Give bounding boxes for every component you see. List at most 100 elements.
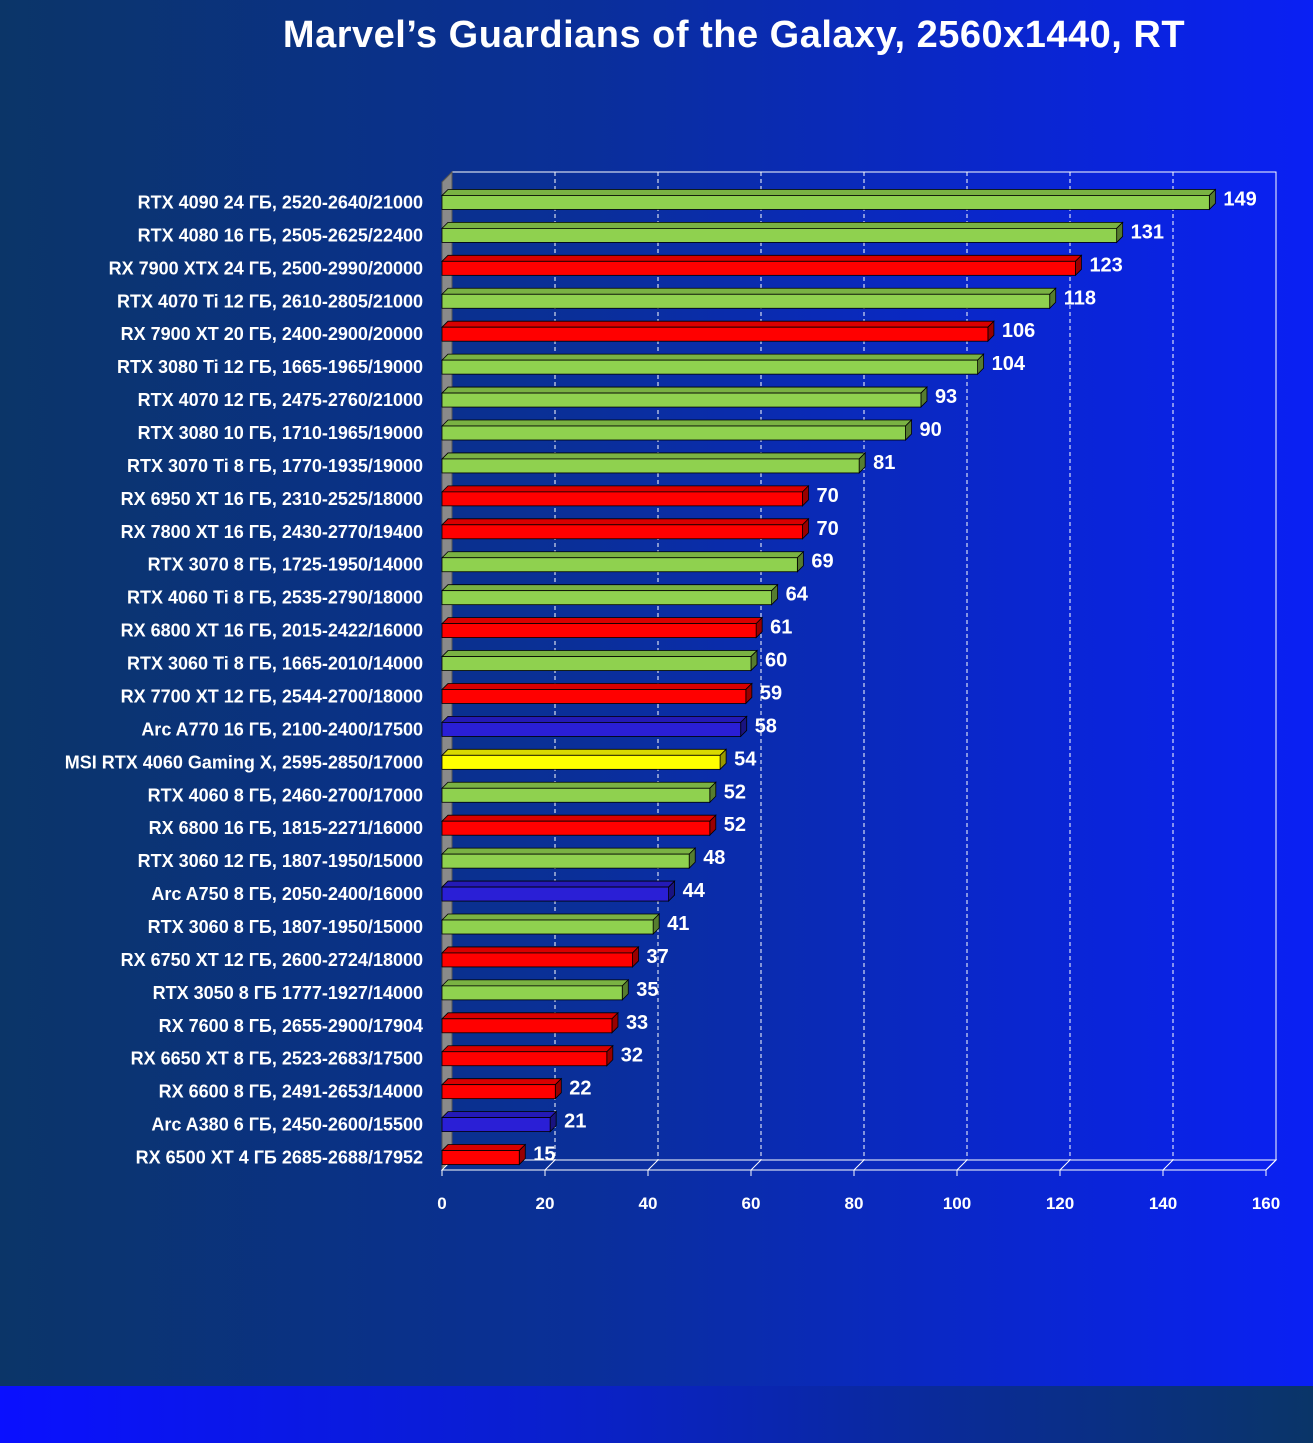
bar xyxy=(441,260,1076,276)
bar-top-face xyxy=(441,1045,614,1053)
bar-top-face xyxy=(441,913,661,921)
bar xyxy=(441,820,711,836)
bar-value-label: 104 xyxy=(992,353,1026,375)
bar-top-face xyxy=(441,814,717,822)
bar xyxy=(441,1018,613,1034)
bar-value-label: 149 xyxy=(1223,188,1256,210)
category-label: RTX 3070 Ti 8 ГБ, 1770-1935/19000 xyxy=(127,456,423,476)
x-grid-floor-line xyxy=(853,1159,865,1171)
bar xyxy=(441,590,773,606)
category-label: RTX 4090 24 ГБ, 2520-2640/21000 xyxy=(138,192,423,212)
bar-value-label: 123 xyxy=(1089,254,1122,276)
x-grid-floor-line xyxy=(1162,1159,1174,1171)
bar xyxy=(441,326,989,342)
x-tick-label: 40 xyxy=(639,1194,658,1213)
bar-top-face xyxy=(441,1078,563,1086)
x-grid-floor-line xyxy=(647,1159,659,1171)
bar xyxy=(441,623,757,638)
bar-value-label: 21 xyxy=(564,1111,586,1133)
category-label: RX 6800 XT 16 ГБ, 2015-2422/16000 xyxy=(121,621,423,641)
bar xyxy=(441,491,803,507)
bar-value-label: 59 xyxy=(760,682,782,704)
bottom-strip xyxy=(0,1386,1313,1443)
bar-value-label: 70 xyxy=(817,518,839,540)
bar-top-face xyxy=(441,518,810,526)
bar-value-label: 48 xyxy=(703,847,725,869)
bar-top-face xyxy=(441,946,640,954)
bar-value-label: 22 xyxy=(569,1078,591,1100)
bar xyxy=(441,359,978,375)
bar-top-face xyxy=(441,189,1217,196)
x-tick-label: 120 xyxy=(1046,1194,1074,1213)
bar-top-face xyxy=(441,485,810,493)
bar-top-face xyxy=(441,551,805,559)
bar xyxy=(441,689,747,704)
bar xyxy=(441,754,721,770)
category-label: RX 6950 XT 16 ГБ, 2310-2525/18000 xyxy=(121,489,423,509)
bar-value-label: 33 xyxy=(626,1012,648,1034)
bar-top-face xyxy=(441,419,913,427)
bar-top-face xyxy=(441,452,867,460)
category-label: RTX 4060 8 ГБ, 2460-2700/17000 xyxy=(148,785,423,805)
category-label: RX 6600 8 ГБ, 2491-2653/14000 xyxy=(159,1082,423,1102)
bar-top-face xyxy=(441,1111,558,1118)
category-label: RTX 4070 12 ГБ, 2475-2760/21000 xyxy=(138,390,423,410)
category-label: RX 7900 XTX 24 ГБ, 2500-2990/20000 xyxy=(109,258,423,278)
bar xyxy=(441,524,803,540)
bar-top-face xyxy=(441,617,764,624)
bar xyxy=(441,195,1210,210)
bar-top-face xyxy=(441,880,676,888)
bar-value-label: 52 xyxy=(724,814,746,836)
bar-value-label: 41 xyxy=(667,913,689,935)
category-label: RX 6650 XT 8 ГБ, 2523-2683/17500 xyxy=(131,1049,423,1069)
bar-top-face xyxy=(441,716,748,723)
category-label: RTX 4060 Ti 8 ГБ, 2535-2790/18000 xyxy=(127,588,423,608)
category-label: RTX 3060 12 ГБ, 1807-1950/15000 xyxy=(138,851,423,871)
category-label: RTX 3070 8 ГБ, 1725-1950/14000 xyxy=(148,555,423,575)
bar-value-label: 69 xyxy=(811,551,833,573)
bar xyxy=(441,1117,551,1132)
category-label: RX 6750 XT 12 ГБ, 2600-2724/18000 xyxy=(121,950,423,970)
bar xyxy=(441,985,623,1001)
x-tick-label: 140 xyxy=(1149,1194,1177,1213)
bar-value-label: 52 xyxy=(724,781,746,803)
category-label: Arc A380 6 ГБ, 2450-2600/15500 xyxy=(151,1115,423,1135)
x-tick-label: 100 xyxy=(943,1194,971,1213)
bar xyxy=(441,392,922,408)
bar-value-label: 15 xyxy=(533,1144,555,1166)
bar-value-label: 58 xyxy=(755,715,777,737)
category-label: RTX 3080 10 ГБ, 1710-1965/19000 xyxy=(138,423,423,443)
bar-top-face xyxy=(441,781,717,789)
bar xyxy=(441,1051,608,1067)
bar-value-label: 81 xyxy=(873,452,895,474)
x-grid-floor-line xyxy=(750,1159,762,1171)
bar-value-label: 44 xyxy=(683,880,706,902)
bar xyxy=(441,853,690,869)
category-label: RTX 3060 Ti 8 ГБ, 1665-2010/14000 xyxy=(127,654,423,674)
bar-value-label: 90 xyxy=(920,419,942,441)
x-tick-label: 0 xyxy=(437,1194,446,1213)
bar xyxy=(441,557,798,573)
x-tick-label: 20 xyxy=(536,1194,555,1213)
bar-value-label: 37 xyxy=(647,946,669,968)
bar-top-face xyxy=(441,683,753,690)
bar-value-label: 54 xyxy=(734,748,757,770)
category-label: RTX 3050 8 ГБ 1777-1927/14000 xyxy=(153,983,423,1003)
category-label: RTX 4070 Ti 12 ГБ, 2610-2805/21000 xyxy=(117,291,423,311)
category-label: RX 7800 XT 16 ГБ, 2430-2770/19400 xyxy=(121,522,423,542)
category-label: MSI RTX 4060 Gaming X, 2595-2850/17000 xyxy=(65,752,423,772)
bar-value-label: 70 xyxy=(817,485,839,507)
bar-top-face xyxy=(441,254,1083,262)
bar xyxy=(441,425,906,441)
bar xyxy=(441,919,654,935)
category-label: Arc A750 8 ГБ, 2050-2400/16000 xyxy=(151,884,423,904)
bar xyxy=(441,656,752,671)
category-label: RX 6800 16 ГБ, 1815-2271/16000 xyxy=(149,818,423,838)
x-tick-label: 60 xyxy=(742,1194,761,1213)
bar-top-face xyxy=(441,221,1124,229)
bar-value-label: 93 xyxy=(935,386,957,408)
x-grid-floor-line xyxy=(544,1159,556,1171)
bar-top-face xyxy=(441,1144,527,1151)
category-label: RX 6500 XT 4 ГБ 2685-2688/17952 xyxy=(136,1148,423,1168)
